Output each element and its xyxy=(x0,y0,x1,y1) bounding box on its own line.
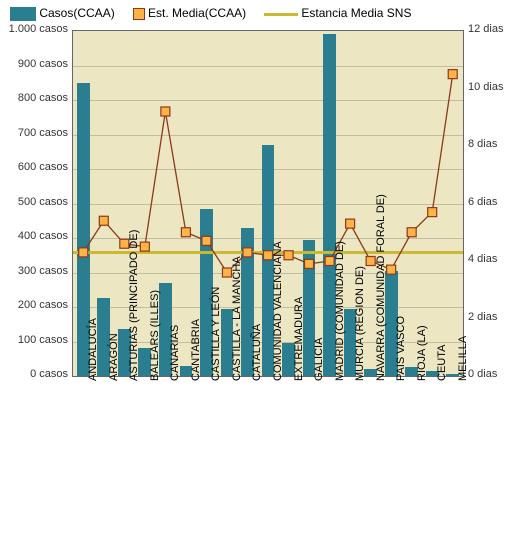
x-label: NAVARRA (COMUNIDAD FORAL DE) xyxy=(375,194,387,381)
y-right-label: 12 dias xyxy=(468,23,503,35)
legend-label-marker: Est. Media(CCAA) xyxy=(148,6,246,20)
y-right-label: 10 dias xyxy=(468,81,503,93)
x-label: MURCIA (REGION DE) xyxy=(354,266,366,381)
x-label: PAIS VASCO xyxy=(395,316,407,381)
y-left-label: 900 casos xyxy=(18,58,68,70)
est-media-marker xyxy=(284,251,293,260)
y-left-label: 800 casos xyxy=(18,92,68,104)
x-label: BALEARS (ILLES) xyxy=(149,290,161,381)
legend-swatch-marker xyxy=(133,8,145,20)
est-media-marker xyxy=(243,248,252,257)
x-label: ASTURIAS (PRINCIPADO DE) xyxy=(128,230,140,381)
est-media-marker xyxy=(161,107,170,116)
legend-label-line: Estancia Media SNS xyxy=(301,6,411,20)
y-right-label: 2 dias xyxy=(468,311,497,323)
x-label: EXTREMADURA xyxy=(293,297,305,381)
y-left-label: 200 casos xyxy=(18,299,68,311)
est-media-marker xyxy=(140,242,149,251)
y-right-label: 4 dias xyxy=(468,253,497,265)
y-left-label: 300 casos xyxy=(18,265,68,277)
y-left-label: 400 casos xyxy=(18,230,68,242)
chart-container: Casos(CCAA) Est. Media(CCAA) Estancia Me… xyxy=(0,0,511,551)
y-left-label: 1.000 casos xyxy=(9,23,68,35)
est-media-marker xyxy=(448,70,457,79)
x-label: ARAGÓN xyxy=(108,333,120,381)
x-label: CATALUÑA xyxy=(251,324,263,381)
legend-item-bars: Casos(CCAA) xyxy=(10,6,115,21)
est-media-marker xyxy=(305,259,314,268)
x-label: RIOJA (LA) xyxy=(416,325,428,381)
est-media-marker xyxy=(407,228,416,237)
legend-item-marker: Est. Media(CCAA) xyxy=(133,6,246,20)
x-label: MELILLA xyxy=(457,336,469,381)
x-label: MADRID (COMUNIDAD DE) xyxy=(334,241,346,381)
legend-item-line: Estancia Media SNS xyxy=(264,6,411,20)
x-label: CASTILLA Y LEÓN xyxy=(210,287,222,381)
y-right-label: 0 dias xyxy=(468,368,497,380)
est-media-marker xyxy=(181,228,190,237)
est-media-marker xyxy=(202,236,211,245)
legend: Casos(CCAA) Est. Media(CCAA) Estancia Me… xyxy=(0,0,511,27)
est-media-marker xyxy=(366,257,375,266)
est-media-marker xyxy=(99,216,108,225)
y-left-label: 700 casos xyxy=(18,127,68,139)
est-media-marker xyxy=(428,208,437,217)
y-left-label: 500 casos xyxy=(18,196,68,208)
y-right-label: 6 dias xyxy=(468,196,497,208)
legend-swatch-line xyxy=(264,13,298,16)
legend-label-bars: Casos(CCAA) xyxy=(39,6,114,20)
x-label: CASTILLA - LA MANCHA xyxy=(231,256,243,381)
est-media-marker xyxy=(325,257,334,266)
x-label: CANTABRIA xyxy=(190,319,202,381)
est-media-marker xyxy=(387,265,396,274)
x-label: CANARIAS xyxy=(169,325,181,381)
y-left-label: 100 casos xyxy=(18,334,68,346)
x-label: COMUNIDAD VALENCIANA xyxy=(272,241,284,381)
est-media-marker xyxy=(346,219,355,228)
x-label: GALICIA xyxy=(313,338,325,381)
y-right-label: 8 dias xyxy=(468,138,497,150)
est-media-marker xyxy=(79,248,88,257)
x-label: ANDALUCÍA xyxy=(87,318,99,381)
y-left-label: 0 casos xyxy=(30,368,68,380)
x-label: CEUTA xyxy=(436,345,448,381)
legend-swatch-bar xyxy=(10,7,36,21)
y-left-label: 600 casos xyxy=(18,161,68,173)
